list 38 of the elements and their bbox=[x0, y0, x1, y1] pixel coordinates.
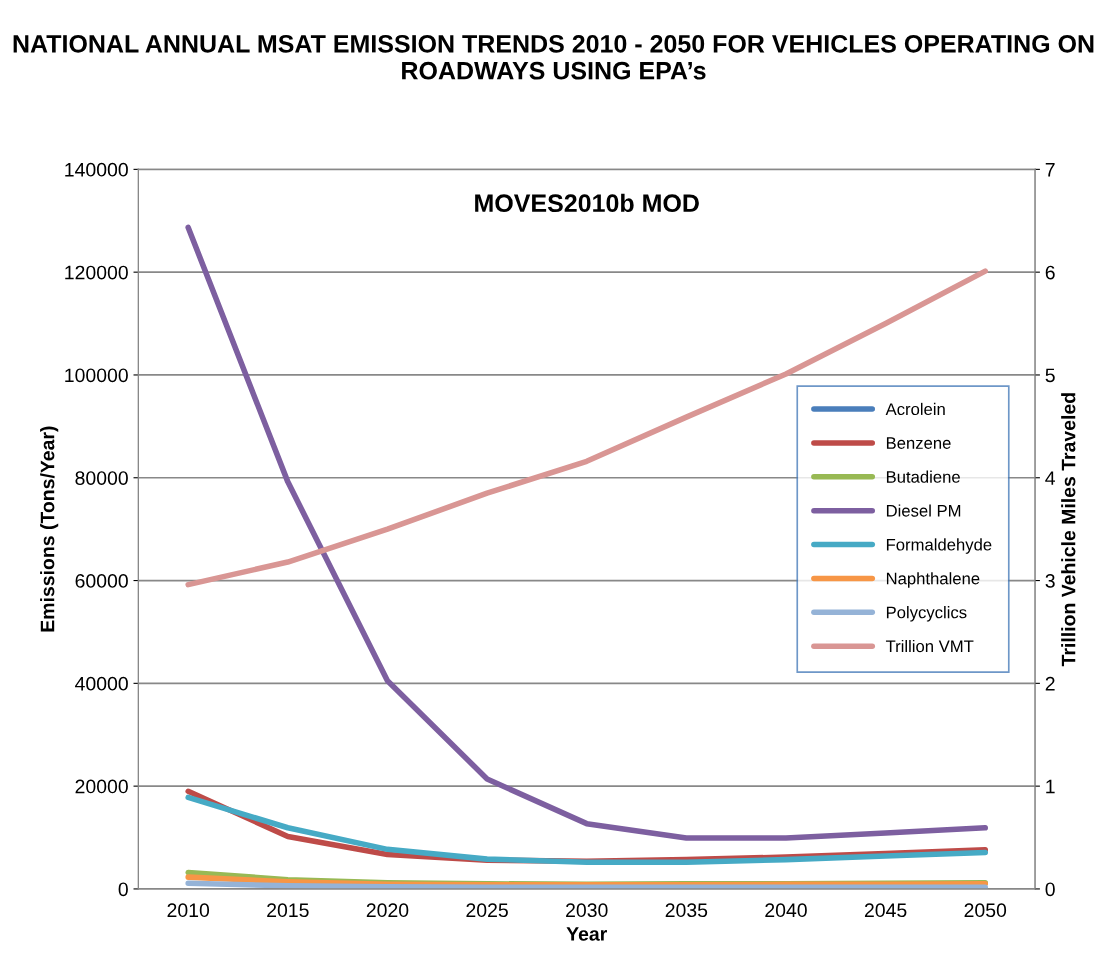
y2-tick-label: 3 bbox=[1045, 574, 1055, 588]
y-tick-label: 60000 bbox=[75, 574, 128, 588]
y2-tick-label: 7 bbox=[1045, 163, 1055, 177]
x-tick-label: 2020 bbox=[366, 903, 409, 918]
legend-label: Butadiene bbox=[886, 470, 960, 483]
legend-label: Polycyclics bbox=[886, 606, 967, 622]
x-tick-label: 2040 bbox=[765, 903, 807, 918]
y2-tick-label: 0 bbox=[1045, 882, 1055, 897]
x-tick-label: 2015 bbox=[267, 903, 309, 918]
legend-label: Trillion VMT bbox=[885, 639, 974, 653]
y-tick-label: 40000 bbox=[75, 676, 128, 691]
y2-tick-label: 5 bbox=[1045, 368, 1055, 383]
legend-label: Diesel PM bbox=[886, 504, 961, 517]
y-tick-label: 0 bbox=[118, 882, 128, 897]
text: MOVES2010b MOD bbox=[475, 193, 699, 213]
y2-axis-title: Trillion Vehicle Miles Traveled bbox=[1061, 393, 1076, 667]
legend-label: Benzene bbox=[886, 437, 951, 449]
y-tick-label: 20000 bbox=[75, 779, 128, 794]
y-tick-label: 100000 bbox=[65, 368, 128, 383]
y2-tick-label: 2 bbox=[1045, 676, 1055, 691]
y2-tick-label: 1 bbox=[1046, 779, 1055, 794]
y-tick-label: 80000 bbox=[75, 471, 128, 485]
x-tick-label: 2050 bbox=[964, 903, 1007, 918]
y-axis-title: Emissions (Tons/Year) bbox=[40, 426, 59, 632]
y-tick-label: 140000 bbox=[65, 162, 128, 177]
x-tick-label: 2030 bbox=[566, 903, 608, 918]
y2-tick-label: 6 bbox=[1045, 265, 1055, 280]
legend-label: Acrolein bbox=[885, 402, 945, 416]
x-axis-title: Year bbox=[566, 927, 607, 941]
chart-title: NATIONAL ANNUAL MSAT EMISSION TRENDS 2010 - 2050 FOR VEHICLES OPERATING ON ROADWAYS USING EPA’s bbox=[13, 34, 1094, 80]
x-tick-label: 2025 bbox=[466, 903, 508, 918]
legend-label: Naphthalene bbox=[886, 572, 980, 588]
y2-tick-label: 4 bbox=[1045, 471, 1056, 485]
x-tick-label: 2045 bbox=[864, 903, 907, 918]
x-tick-label: 2035 bbox=[665, 903, 708, 918]
legend-label: Formaldehyde bbox=[886, 538, 992, 554]
x-tick-label: 2010 bbox=[167, 903, 210, 918]
y-tick-label: 120000 bbox=[65, 265, 128, 280]
